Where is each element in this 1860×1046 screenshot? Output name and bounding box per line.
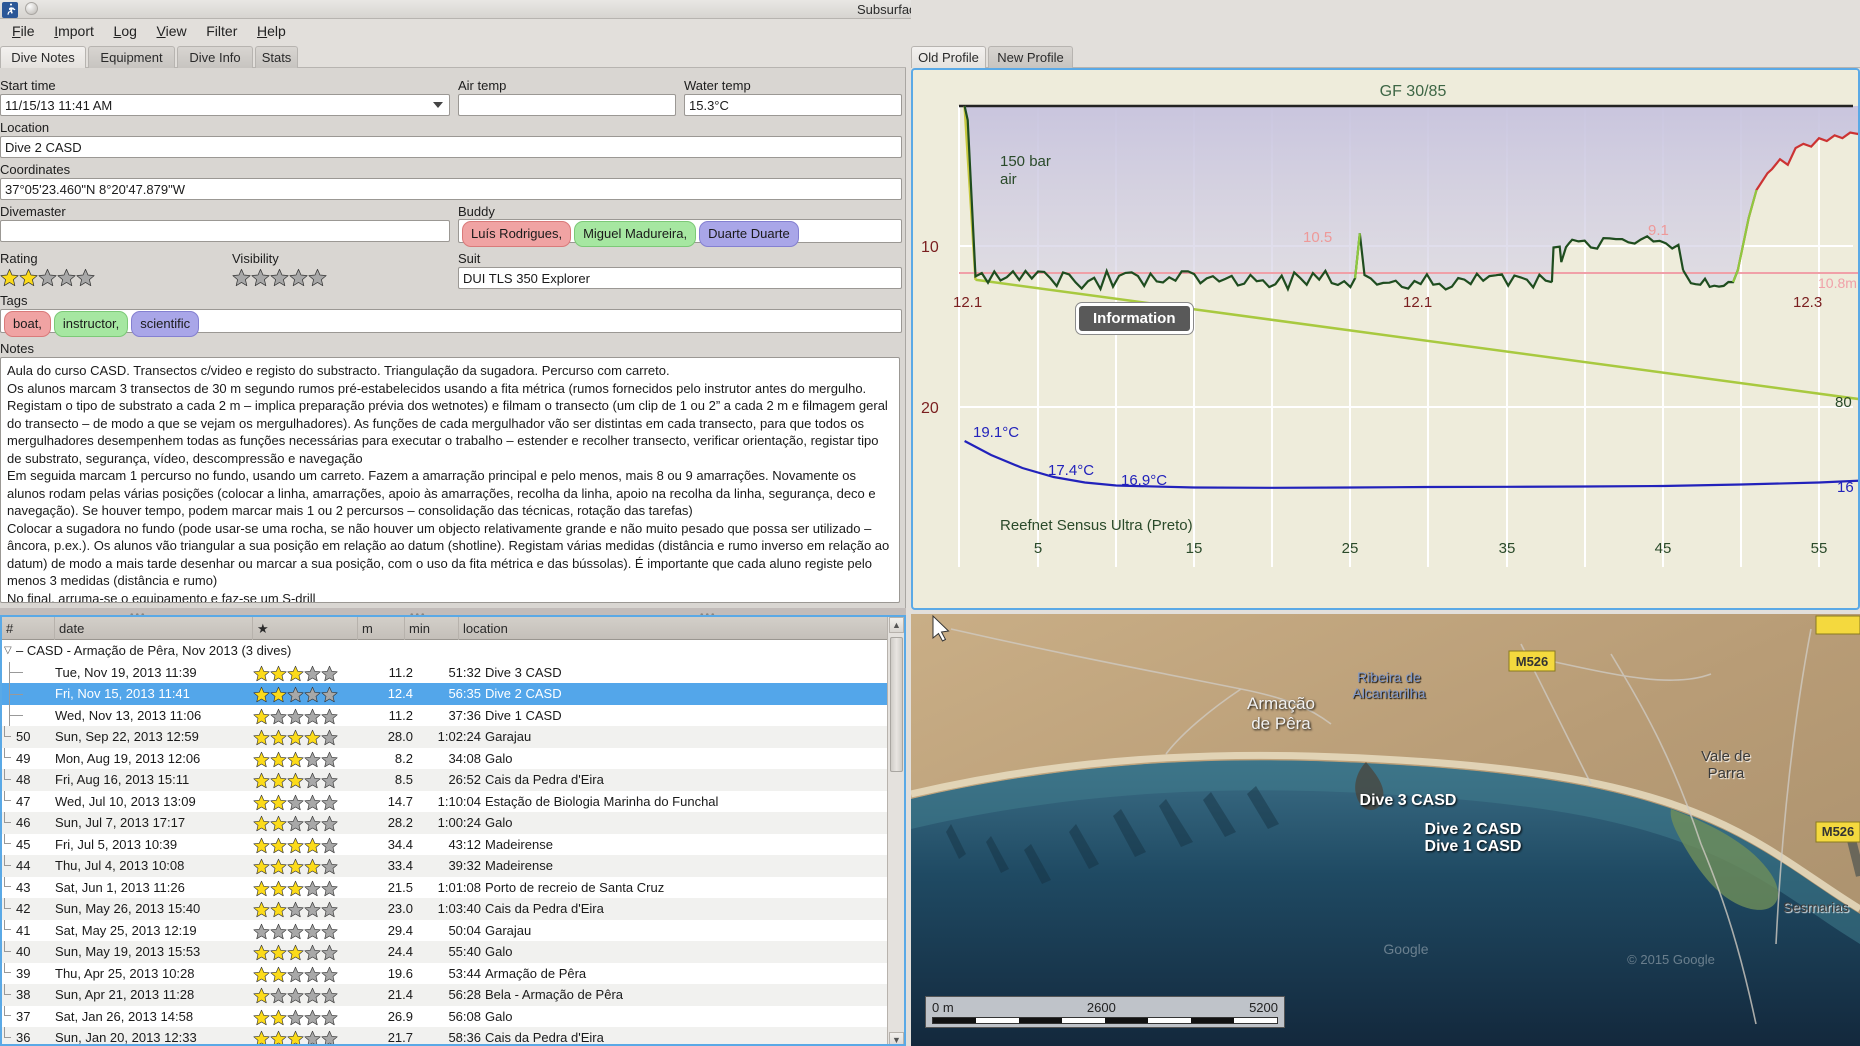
svg-text:80: 80 [1835, 394, 1852, 411]
svg-text:5: 5 [1034, 540, 1042, 557]
svg-text:10: 10 [921, 239, 939, 256]
svg-text:20: 20 [921, 400, 939, 417]
svg-text:16: 16 [1837, 479, 1854, 496]
svg-text:Sesmarias: Sesmarias [1783, 899, 1849, 915]
svg-text:Dive 2 CASD: Dive 2 CASD [1425, 821, 1522, 838]
svg-text:16.9°C: 16.9°C [1121, 472, 1167, 489]
svg-text:de Pêra: de Pêra [1251, 714, 1311, 733]
svg-text:12.1: 12.1 [1403, 294, 1432, 311]
svg-text:Dive 3 CASD: Dive 3 CASD [1360, 792, 1457, 809]
svg-text:M526: M526 [1516, 654, 1549, 669]
svg-text:Dive 1 CASD: Dive 1 CASD [1425, 838, 1522, 855]
svg-text:25: 25 [1342, 540, 1359, 557]
svg-text:10.5: 10.5 [1303, 229, 1332, 246]
svg-text:Parra: Parra [1708, 765, 1745, 782]
svg-text:45: 45 [1655, 540, 1672, 557]
svg-text:35: 35 [1499, 540, 1516, 557]
svg-text:12.1: 12.1 [953, 294, 982, 311]
svg-text:Vale de: Vale de [1701, 748, 1751, 765]
svg-text:air: air [1000, 171, 1017, 188]
svg-text:19.1°C: 19.1°C [973, 424, 1019, 441]
svg-text:150 bar: 150 bar [1000, 153, 1051, 170]
svg-text:55: 55 [1811, 540, 1828, 557]
svg-text:© 2015 Google: © 2015 Google [1627, 952, 1715, 967]
svg-text:15: 15 [1186, 540, 1203, 557]
svg-text:GF 30/85: GF 30/85 [1380, 83, 1447, 100]
svg-text:17.4°C: 17.4°C [1048, 462, 1094, 479]
svg-text:Alcantarilha: Alcantarilha [1352, 685, 1425, 701]
svg-text:9.1: 9.1 [1648, 222, 1669, 239]
svg-text:Reefnet Sensus Ultra (Preto): Reefnet Sensus Ultra (Preto) [1000, 517, 1193, 534]
svg-text:10.8m: 10.8m [1818, 275, 1857, 291]
svg-text:Ribeira de: Ribeira de [1357, 669, 1421, 685]
svg-text:Armação: Armação [1247, 694, 1315, 713]
svg-text:12.3: 12.3 [1793, 294, 1822, 311]
svg-text:Google: Google [1383, 941, 1428, 957]
svg-text:M526: M526 [1822, 824, 1855, 839]
